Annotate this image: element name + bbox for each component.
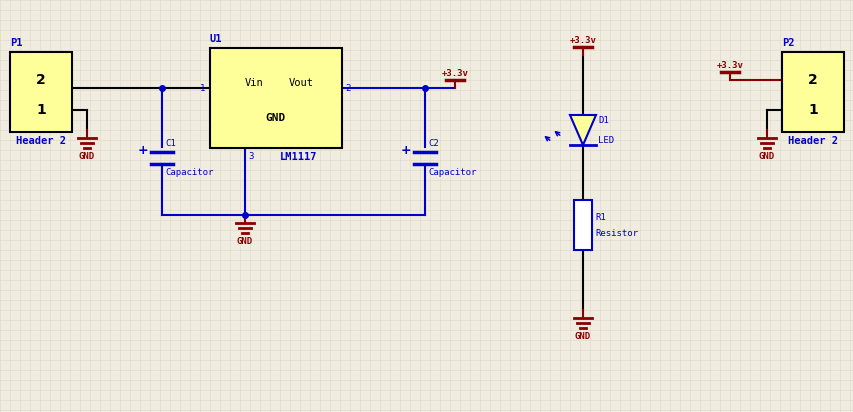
- Text: Vout: Vout: [288, 78, 313, 88]
- Text: Vin: Vin: [244, 78, 263, 88]
- Text: LM1117: LM1117: [280, 152, 317, 162]
- Bar: [573, 200, 591, 250]
- Text: C1: C1: [165, 139, 176, 148]
- Text: 1: 1: [36, 103, 46, 117]
- Text: GND: GND: [758, 152, 775, 161]
- Text: Capacitor: Capacitor: [427, 168, 476, 177]
- Text: GND: GND: [574, 332, 590, 341]
- Text: +: +: [400, 143, 410, 157]
- Text: Capacitor: Capacitor: [165, 168, 213, 177]
- Text: P2: P2: [781, 38, 793, 48]
- Bar: [10, 52, 72, 132]
- Text: +3.3v: +3.3v: [441, 69, 468, 78]
- Text: 2: 2: [345, 84, 350, 93]
- Text: +: +: [137, 143, 148, 157]
- Text: GND: GND: [265, 113, 286, 123]
- Text: 1: 1: [807, 103, 817, 117]
- Text: C2: C2: [427, 139, 438, 148]
- Text: Header 2: Header 2: [16, 136, 66, 146]
- Text: 3: 3: [247, 152, 253, 161]
- Text: U1: U1: [210, 34, 223, 44]
- Text: 1: 1: [200, 84, 205, 93]
- Text: P1: P1: [10, 38, 22, 48]
- Text: D1: D1: [597, 115, 608, 124]
- Polygon shape: [569, 115, 595, 145]
- Text: +3.3v: +3.3v: [716, 61, 743, 70]
- Bar: [210, 48, 341, 148]
- Text: 2: 2: [807, 73, 817, 87]
- Text: 2: 2: [36, 73, 46, 87]
- Text: +3.3v: +3.3v: [569, 36, 595, 45]
- Bar: [781, 52, 843, 132]
- Text: Header 2: Header 2: [787, 136, 837, 146]
- Text: LED: LED: [597, 136, 613, 145]
- Text: Resistor: Resistor: [595, 229, 637, 237]
- Text: R1: R1: [595, 213, 605, 222]
- Text: GND: GND: [78, 152, 95, 161]
- Text: GND: GND: [236, 237, 252, 246]
